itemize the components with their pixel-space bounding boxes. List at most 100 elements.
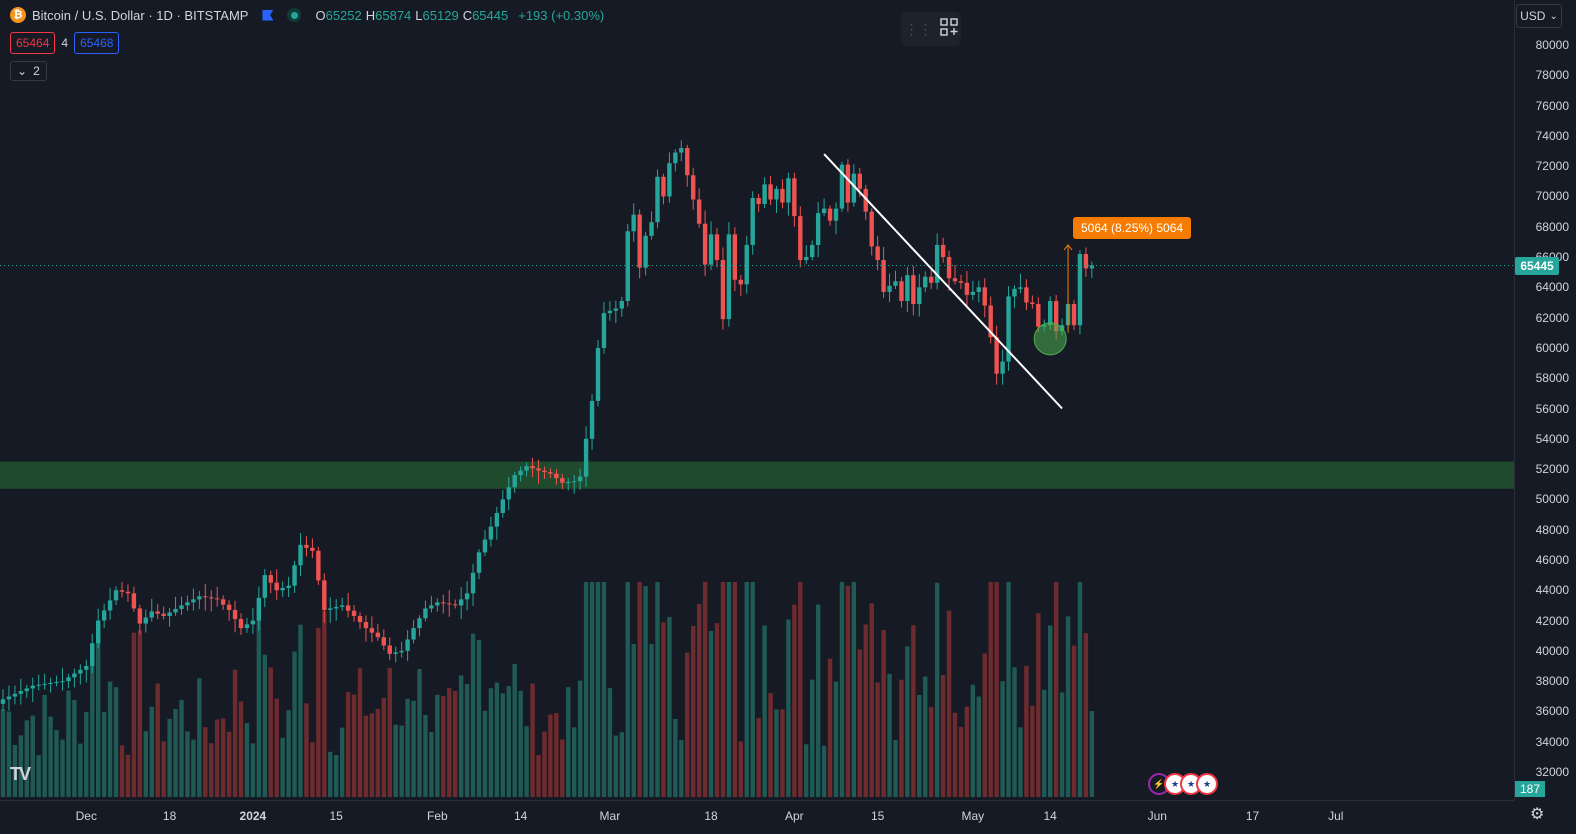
volume-bar [292,651,297,797]
volume-bar [566,687,571,797]
volume-bar [1089,711,1095,797]
chart-pane[interactable] [0,0,1514,800]
currency-select[interactable]: USD ⌄ [1516,4,1562,28]
volume-bar [530,683,535,797]
candle-body [833,208,839,221]
candle-body [857,173,862,189]
chevron-down-icon: ⌄ [17,64,28,78]
candle-body [274,582,279,591]
candle-body [42,683,47,685]
chart-canvas[interactable] [0,0,1514,800]
economic-events[interactable]: ⚡ ★ ★ ★ [1148,773,1218,795]
volume-bar [24,720,29,797]
sell-button[interactable]: 65464 [10,32,56,54]
volume-bar [345,692,351,797]
time-axis[interactable]: Dec 18 2024 15 Feb 14 Mar 18 Apr 15 May 14 Jun 17 Jul [0,800,1514,834]
ohlc-values: O65252 H65874 L65129 C65445 [315,8,512,23]
volume-bar [679,740,684,797]
candle-body [762,184,767,205]
candle-body [506,487,511,500]
candle-body [1024,287,1029,303]
candle-body [369,628,375,633]
volume-bar [328,751,333,797]
candle-body [696,199,702,224]
candle-body [101,610,107,621]
spread-value: 4 [61,36,69,50]
candle-body [952,278,958,282]
time-tick: 15 [870,809,885,823]
trade-row: 65464 4 65468 [10,32,120,54]
price-tick: 42000 [1535,613,1569,628]
candle-body [810,244,815,258]
layout-grid-icon[interactable] [939,17,958,41]
price-tick: 72000 [1535,159,1569,174]
price-tick: 80000 [1535,38,1569,52]
price-tick: 76000 [1535,98,1569,113]
market-status-icon[interactable] [287,8,302,22]
symbol-title[interactable]: Bitcoin / U.S. Dollar · 1D · BITSTAMP [32,7,249,23]
candle-body [839,164,845,209]
candle-body [583,438,589,477]
indicators-toggle[interactable]: ⌄ 2 [10,61,47,81]
volume-bar [798,582,803,797]
volume-bar [554,713,559,797]
candle-body [328,608,333,610]
volume-bar [738,741,743,797]
candle-body [476,552,482,573]
candle-body [30,685,35,689]
candle-body [298,544,303,566]
volume-bar [411,700,416,797]
volume-bar [387,667,392,797]
volume-bar [732,582,738,797]
volume-bar [1036,613,1041,797]
candle-body [708,234,714,265]
price-tick: 46000 [1535,552,1569,567]
candle-body [280,587,285,591]
us-flag-event-icon[interactable]: ★ [1196,773,1218,795]
price-change: +193 (+0.30%) [518,7,605,23]
candle-body [232,609,238,620]
candle-body [84,665,89,670]
candle-body [1012,288,1017,297]
volume-bar [821,745,827,797]
volume-bar [518,690,523,797]
volume-bar [6,711,12,797]
flag-icon[interactable] [262,9,274,21]
volume-bar [453,690,458,797]
candle-body [316,550,321,581]
settings-gear-icon[interactable]: ⚙ [1530,806,1545,823]
candle-body [768,184,773,200]
candle-body [917,287,922,304]
volume-bar [60,739,65,797]
tradingview-logo[interactable]: TV [10,764,31,784]
volume-bar [702,582,708,797]
volume-bar [339,727,345,797]
candle-body [387,645,392,654]
buy-button[interactable]: 65468 [74,32,120,54]
time-tick: Jul [1328,809,1344,823]
candle-body [399,650,404,653]
price-axis[interactable]: 8000078000760007400072000700006800066000… [1514,0,1576,800]
volume-bar [167,718,172,797]
chevron-down-icon: ⌄ [1549,10,1558,22]
candle-body [262,575,267,598]
volume-bar [494,682,500,797]
candle-body [982,287,987,306]
time-tick: Dec [75,809,97,823]
candle-body [875,246,880,261]
volume-bar [768,693,773,797]
candle-body [887,285,892,292]
drag-handle-icon[interactable]: ⋮⋮ [904,20,933,37]
candle-body [750,197,755,245]
candle-body [453,604,458,606]
candle-body [1018,287,1023,289]
volume-bar [583,582,589,797]
currency-label: USD [1520,9,1546,23]
volume-bar [887,673,892,797]
candle-body [1089,265,1095,269]
measure-label[interactable]: 5064 (8.25%) 5064 [1073,217,1192,239]
candle-body [244,624,250,629]
candle-body [203,596,208,598]
floating-toolbar[interactable]: ⋮⋮ [901,12,961,46]
candle-body [548,472,553,474]
